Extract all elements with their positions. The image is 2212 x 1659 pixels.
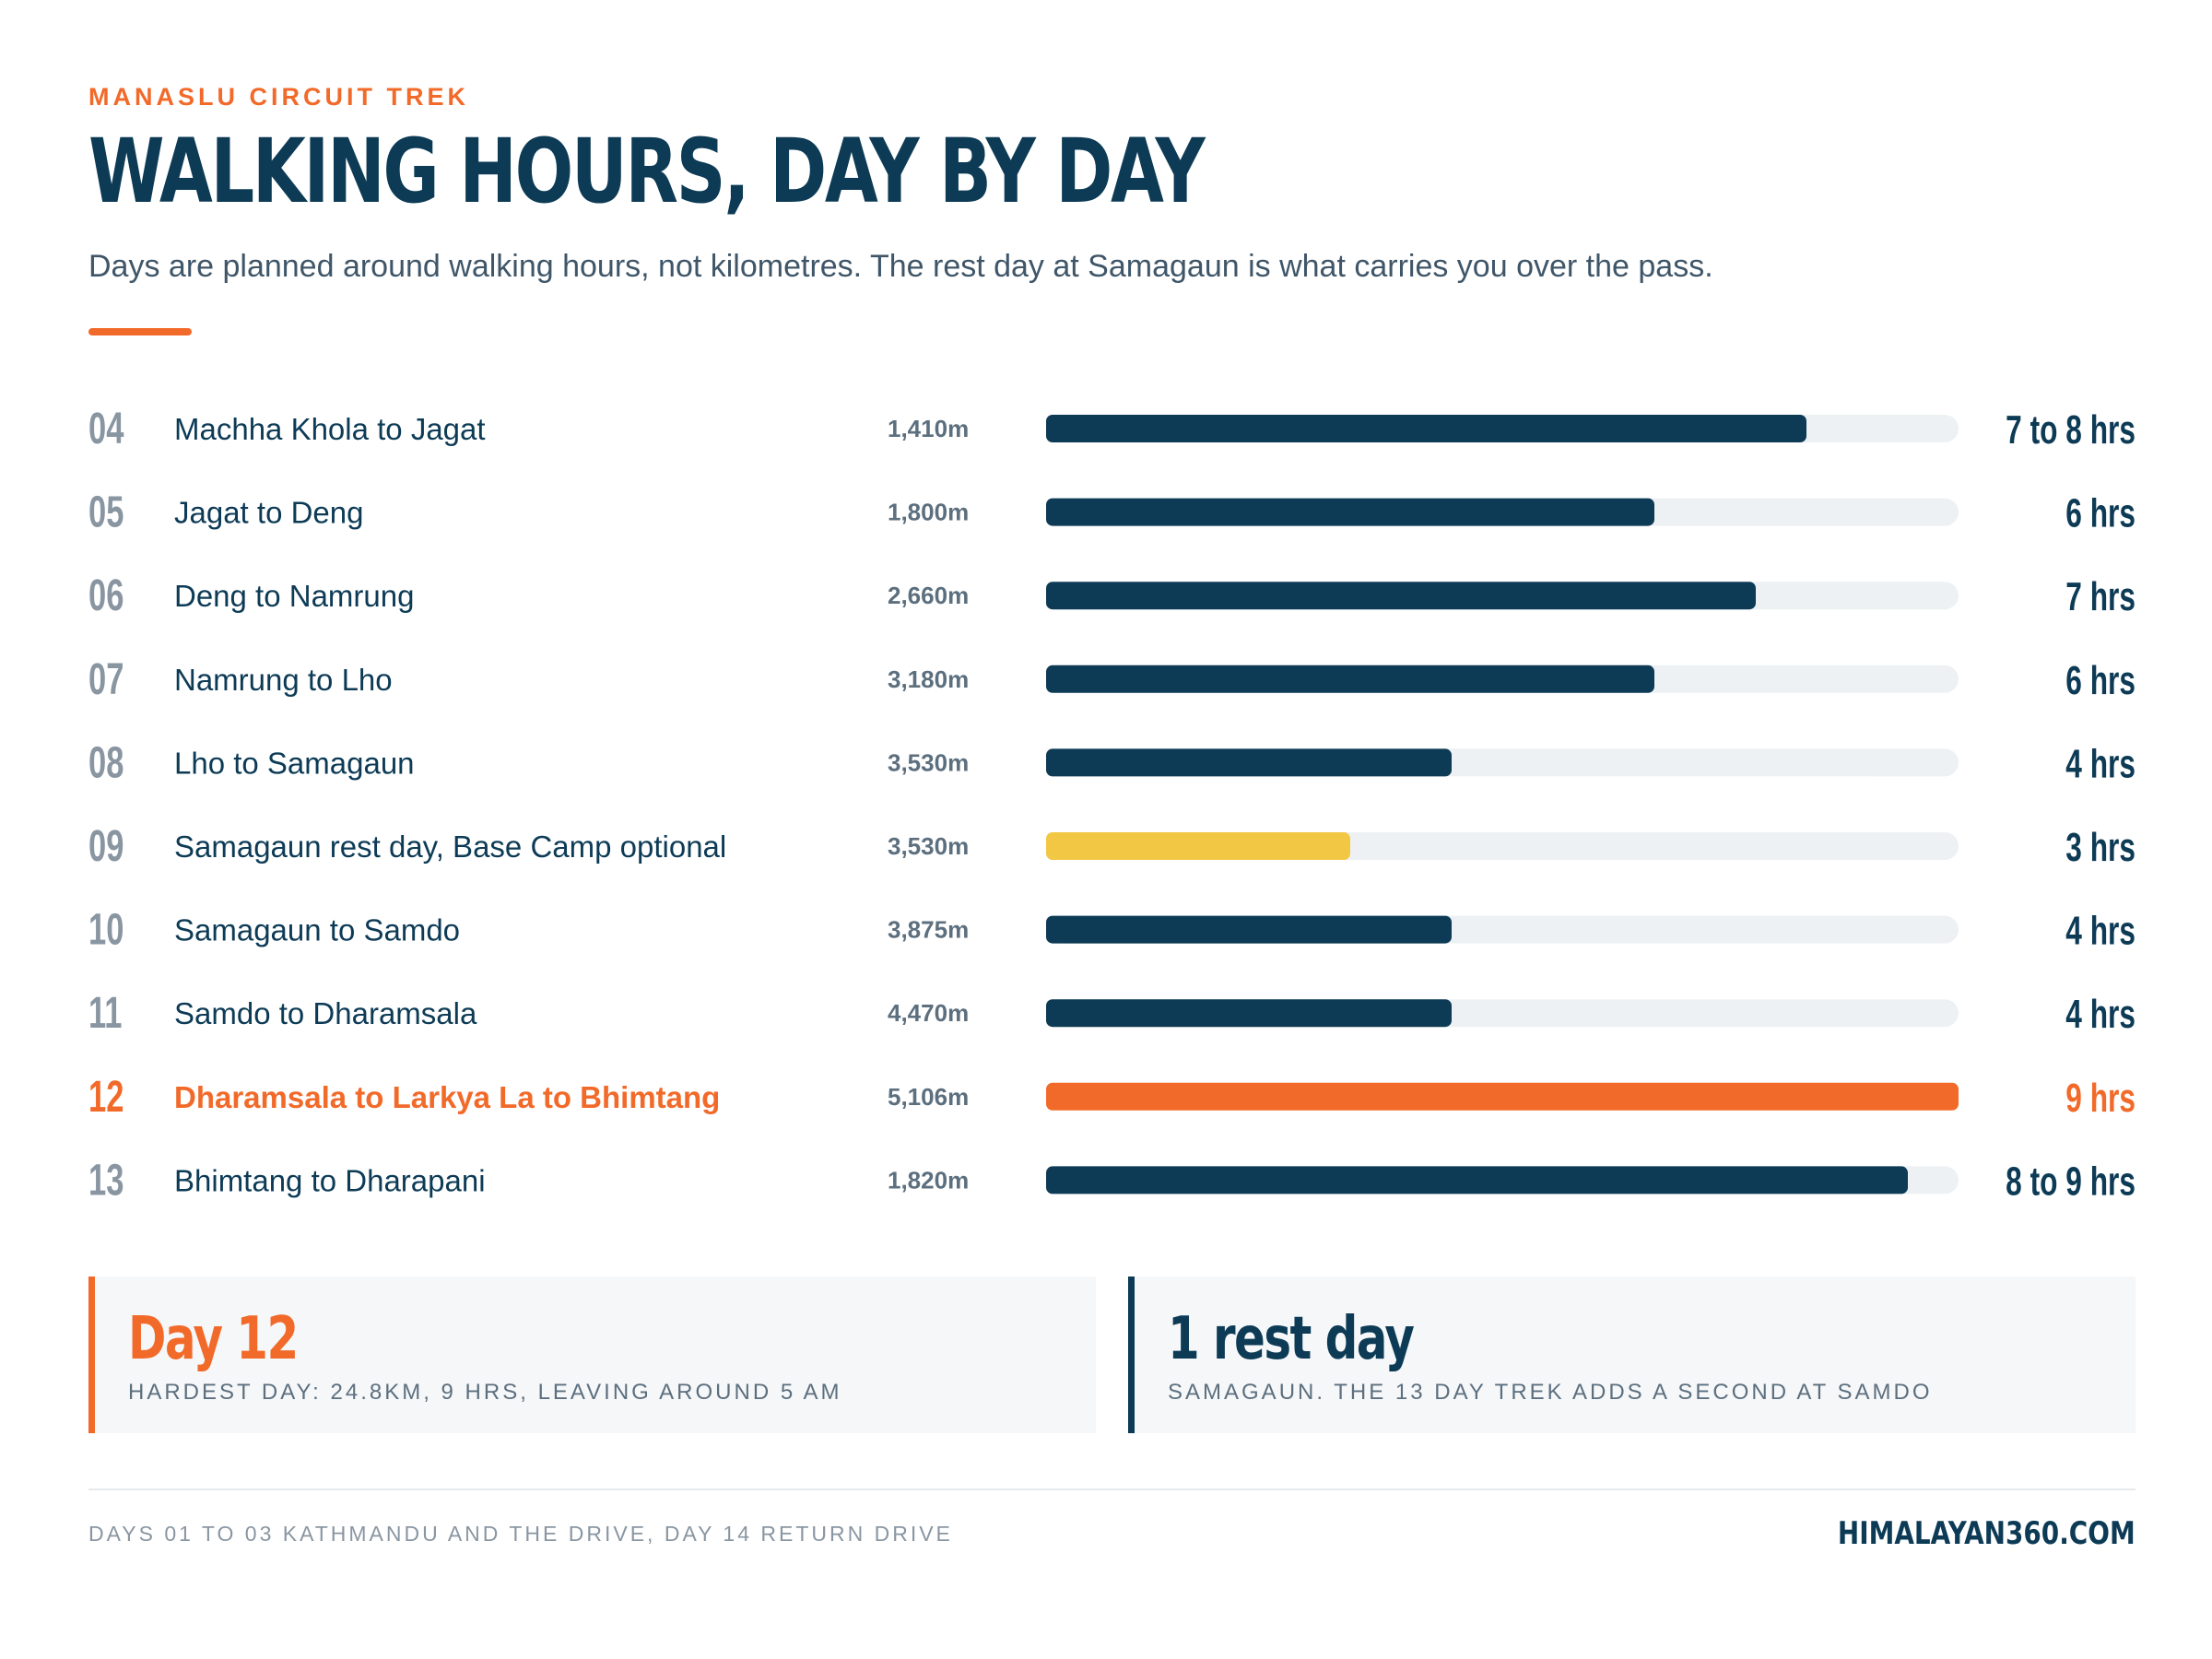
- accent-rule: [88, 328, 192, 335]
- hours-label: 6 hrs: [2065, 658, 2136, 703]
- chart-row-11: 11 Samdo to Dharamsala 4,470m 4 hrs: [88, 988, 2136, 1038]
- hours-label: 8 to 9 hrs: [2006, 1159, 2136, 1204]
- elevation-label: 1,820m: [888, 1166, 969, 1194]
- day-number: 11: [88, 988, 123, 1038]
- rest-day-card: 1 rest day SAMAGAUN. THE 13 DAY TREK ADD…: [1128, 1277, 2136, 1433]
- chart-row-10: 10 Samagaun to Samdo 3,875m 4 hrs: [88, 904, 2136, 954]
- hours-bar: [1046, 915, 1452, 944]
- route-label: Jagat to Deng: [174, 496, 363, 530]
- hours-label: 3 hrs: [2065, 825, 2136, 870]
- chart-row-12: 12 Dharamsala to Larkya La to Bhimtang 5,1…: [88, 1071, 2136, 1121]
- day-number: 04: [88, 403, 124, 453]
- route-label: Samagaun to Samdo: [174, 913, 460, 947]
- elevation-label: 1,800m: [888, 499, 969, 526]
- hardest-day-card: Day 12 HARDEST DAY: 24.8KM, 9 HRS, LEAVI…: [88, 1277, 1096, 1433]
- route-label: Samagaun rest day, Base Camp optional: [174, 830, 726, 864]
- hours-label: 4 hrs: [2065, 741, 2136, 786]
- hours-bar: [1046, 665, 1654, 693]
- hours-label: 4 hrs: [2065, 992, 2136, 1037]
- day-number: 07: [88, 653, 124, 703]
- route-label: Samdo to Dharamsala: [174, 996, 477, 1030]
- footer-brand-link[interactable]: HIMALAYAN360.COM: [1838, 1515, 2136, 1552]
- day-number: 12: [88, 1071, 124, 1121]
- route-label: Lho to Samagaun: [174, 746, 415, 780]
- chart-row-08: 08 Lho to Samagaun 3,530m 4 hrs: [88, 737, 2136, 787]
- route-label: Machha Khola to Jagat: [174, 412, 486, 446]
- hours-bar: [1046, 748, 1452, 777]
- chart-row-09: 09 Samagaun rest day, Base Camp optional 3…: [88, 820, 2136, 870]
- elevation-label: 2,660m: [888, 582, 969, 609]
- hours-label: 9 hrs: [2065, 1076, 2136, 1121]
- chart-row-06: 06 Deng to Namrung 2,660m 7 hrs: [88, 571, 2136, 620]
- rest-day-caption: SAMAGAUN. THE 13 DAY TREK ADDS A SECOND …: [1168, 1380, 1933, 1405]
- hours-bar: [1046, 999, 1452, 1028]
- elevation-label: 3,180m: [888, 665, 969, 693]
- elevation-label: 3,530m: [888, 748, 969, 776]
- elevation-label: 3,530m: [888, 832, 969, 860]
- day-number: 10: [88, 904, 124, 954]
- hours-bar: [1046, 415, 1806, 442]
- hours-bar: [1046, 582, 1756, 610]
- route-label: Namrung to Lho: [174, 663, 393, 697]
- day-number: 09: [88, 820, 124, 870]
- day-number: 06: [88, 571, 124, 620]
- hours-label: 7 hrs: [2065, 574, 2136, 619]
- hours-bar: [1046, 1166, 1908, 1194]
- day-number: 13: [88, 1155, 124, 1205]
- chart-row-05: 05 Jagat to Deng 1,800m 6 hrs: [88, 487, 2136, 536]
- hours-bar: [1046, 832, 1350, 860]
- elevation-label: 3,875m: [888, 916, 969, 944]
- page-subtitle: Days are planned around walking hours, n…: [88, 249, 1713, 284]
- day-number: 05: [88, 487, 124, 536]
- route-label: Dharamsala to Larkya La to Bhimtang: [174, 1080, 720, 1114]
- hours-label: 6 hrs: [2065, 491, 2136, 536]
- elevation-label: 1,410m: [888, 415, 969, 442]
- eyebrow-label: MANASLU CIRCUIT TREK: [88, 83, 469, 111]
- hardest-day-caption: HARDEST DAY: 24.8KM, 9 HRS, LEAVING AROU…: [128, 1380, 842, 1405]
- page-title: WALKING HOURS, DAY BY DAY: [88, 120, 1206, 223]
- hardest-day-value: Day 12: [128, 1305, 299, 1373]
- route-label: Bhimtang to Dharapani: [174, 1163, 486, 1197]
- route-label: Deng to Namrung: [174, 579, 414, 613]
- hours-label: 7 to 8 hrs: [2006, 407, 2136, 453]
- chart-row-13: 13 Bhimtang to Dharapani 1,820m 8 to 9 hrs: [88, 1155, 2136, 1205]
- day-number: 08: [88, 737, 124, 787]
- elevation-label: 5,106m: [888, 1083, 969, 1111]
- footer-divider: [88, 1488, 2136, 1490]
- footer-note: DAYS 01 TO 03 KATHMANDU AND THE DRIVE, D…: [88, 1522, 953, 1546]
- chart-row-04: 04 Machha Khola to Jagat 1,410m 7 to 8 hrs: [88, 403, 2136, 453]
- hours-bar: [1046, 1082, 1959, 1111]
- hours-label: 4 hrs: [2065, 909, 2136, 954]
- elevation-label: 4,470m: [888, 999, 969, 1027]
- rest-day-value: 1 rest day: [1168, 1305, 1415, 1373]
- chart-row-07: 07 Namrung to Lho 3,180m 6 hrs: [88, 653, 2136, 703]
- hours-bar: [1046, 498, 1654, 526]
